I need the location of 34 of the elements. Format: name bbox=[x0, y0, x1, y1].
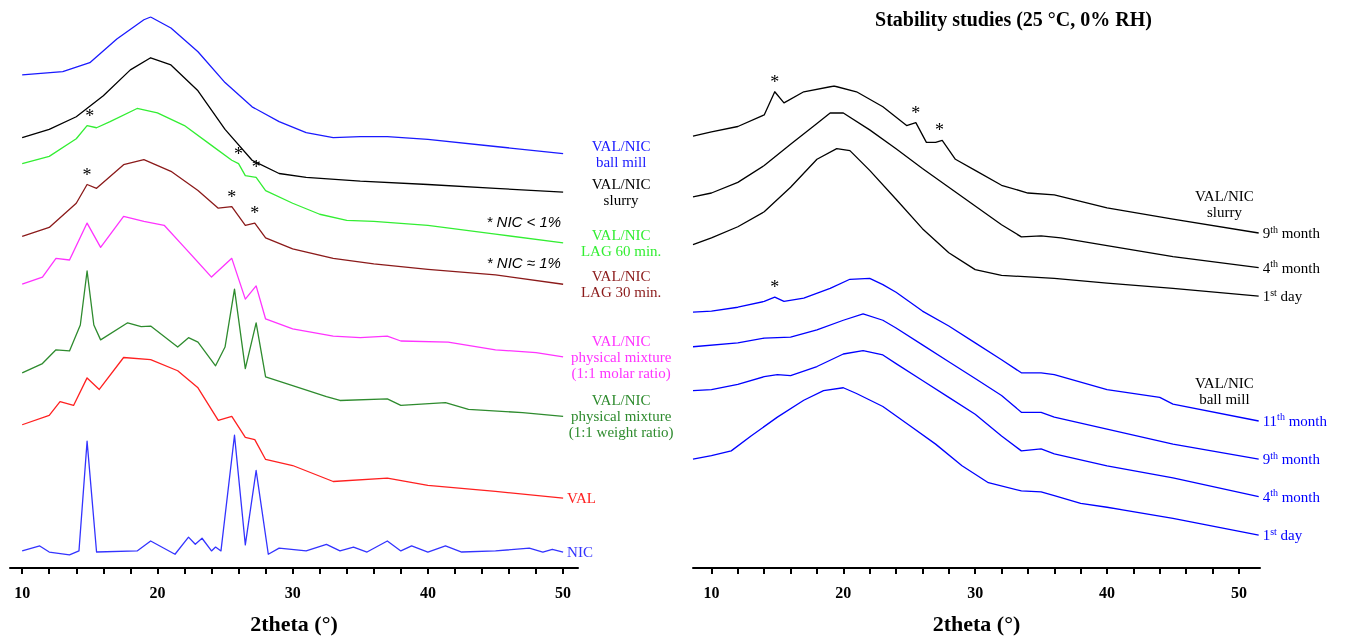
annotation: * bbox=[250, 203, 260, 224]
annotation: * bbox=[911, 102, 921, 123]
annotation: * bbox=[935, 120, 945, 141]
x-tick-label: 40 bbox=[419, 583, 436, 601]
x-axis-title: 2theta (°) bbox=[250, 610, 338, 636]
x-tick-label: 40 bbox=[1099, 583, 1116, 601]
x-tick-label: 10 bbox=[14, 583, 31, 601]
annotation: * bbox=[82, 164, 92, 185]
annotation: * NIC ≈ 1% bbox=[486, 254, 561, 272]
annotation: * bbox=[227, 186, 237, 207]
annotation: VAL/NIC ball mill bbox=[1194, 374, 1254, 407]
series-label: VAL bbox=[567, 490, 597, 507]
series-label: VAL/NIC LAG 30 min. bbox=[580, 268, 662, 301]
annotation: * bbox=[85, 105, 95, 126]
annotation: * bbox=[234, 143, 244, 164]
chart-title: Stability studies (25 °C, 0% RH) bbox=[875, 8, 1152, 31]
x-axis-title: 2theta (°) bbox=[932, 610, 1021, 636]
annotation: VAL/NIC slurry bbox=[1194, 188, 1254, 221]
x-tick-label: 20 bbox=[835, 583, 852, 601]
series-label: VAL/NIC LAG 60 min. bbox=[580, 226, 662, 259]
series-label: VAL/NIC physical mixture (1:1 molar ratio) bbox=[570, 332, 672, 382]
x-tick-label: 30 bbox=[967, 583, 984, 601]
x-tick-label: 50 bbox=[1230, 583, 1247, 601]
series-label: VAL/NIC slurry bbox=[591, 176, 651, 209]
series-label: NIC bbox=[567, 544, 593, 561]
x-tick-label: 30 bbox=[284, 583, 301, 601]
annotation: * NIC < 1% bbox=[486, 212, 562, 230]
series-label: VAL/NIC ball mill bbox=[591, 137, 651, 170]
x-tick-label: 10 bbox=[703, 583, 720, 601]
annotation: * bbox=[770, 71, 780, 92]
x-tick-label: 20 bbox=[149, 583, 166, 601]
series-label: VAL/NIC physical mixture (1:1 weight ratio) bbox=[568, 392, 674, 442]
x-tick-label: 50 bbox=[555, 583, 572, 601]
annotation: * bbox=[770, 277, 780, 298]
